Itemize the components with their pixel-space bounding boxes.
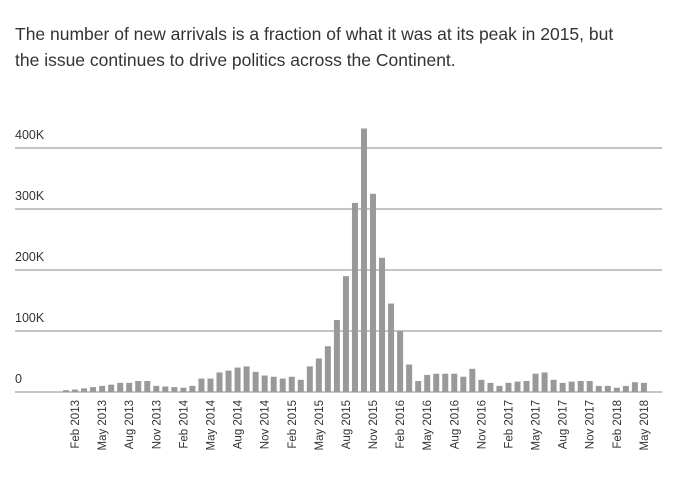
x-tick-label: May 2013 (97, 400, 109, 451)
bar (379, 257, 386, 392)
bar (523, 381, 530, 392)
x-tick-label: Aug 2017 (558, 400, 570, 449)
bar (433, 373, 440, 392)
x-tick-label: May 2014 (205, 399, 217, 450)
bar (198, 378, 205, 392)
bar (261, 375, 268, 392)
bar (306, 366, 313, 392)
bar (469, 368, 476, 392)
bar (351, 202, 358, 392)
bar (288, 376, 295, 392)
bar (559, 382, 566, 392)
bar (604, 385, 611, 392)
x-tick-label: Feb 2017 (503, 400, 515, 449)
bar (144, 381, 151, 392)
bar (171, 387, 178, 392)
x-tick-label: Nov 2016 (476, 400, 488, 449)
bar (388, 303, 395, 392)
x-tick-label: Feb 2014 (178, 399, 190, 448)
bar (442, 373, 449, 392)
x-tick-label: Feb 2015 (287, 400, 299, 449)
bar (622, 385, 629, 392)
bar (586, 381, 593, 392)
chart-title: The number of new arrivals is a fraction… (15, 24, 613, 44)
bar (324, 346, 331, 392)
bar (460, 376, 467, 392)
bar (577, 381, 584, 392)
chart-title: the issue continues to drive politics ac… (15, 50, 456, 70)
bar (270, 376, 277, 392)
bar (153, 385, 160, 392)
bar (541, 372, 548, 392)
x-tick-label: Feb 2016 (395, 400, 407, 449)
x-tick-label: May 2016 (422, 400, 434, 451)
bar (333, 320, 340, 392)
bar (189, 385, 196, 392)
bar (135, 381, 142, 392)
x-tick-label: Feb 2013 (70, 400, 82, 449)
x-tick-label: Aug 2013 (124, 400, 136, 449)
bar (315, 358, 322, 392)
bar (487, 382, 494, 392)
y-tick-label: 200K (15, 250, 45, 264)
bar (360, 128, 367, 393)
bar (451, 373, 458, 392)
bar (496, 385, 503, 392)
x-tick-label: Aug 2015 (341, 400, 353, 449)
bar (613, 387, 620, 392)
bar (279, 378, 286, 392)
x-tick-label: May 2017 (531, 400, 543, 451)
bar (424, 374, 431, 392)
bar (505, 382, 512, 392)
bar (252, 371, 259, 392)
bar (595, 385, 602, 392)
bar (225, 370, 232, 392)
bar (126, 382, 133, 392)
x-tick-label: Nov 2014 (260, 399, 272, 449)
bar (99, 385, 106, 392)
bar (568, 381, 575, 392)
bar (478, 379, 485, 392)
bar (370, 193, 377, 392)
y-tick-label: 100K (15, 311, 45, 325)
bar (631, 382, 638, 392)
bar (514, 381, 521, 392)
x-tick-label: Aug 2014 (233, 399, 245, 449)
x-tick-label: Nov 2017 (585, 400, 597, 449)
y-tick-label: 400K (15, 128, 45, 142)
bar (397, 331, 404, 392)
x-tick-label: Aug 2016 (449, 400, 461, 449)
bar (72, 389, 79, 392)
bar (234, 367, 241, 392)
bar (297, 379, 304, 392)
bar (108, 384, 115, 392)
bar (162, 386, 169, 392)
bar (90, 387, 97, 392)
bar (243, 366, 250, 392)
x-tick-label: Feb 2018 (612, 400, 624, 449)
x-tick-label: Nov 2015 (368, 400, 380, 449)
bar (63, 390, 69, 392)
x-tick-label: May 2018 (639, 400, 651, 451)
bar (180, 387, 187, 392)
bar (216, 372, 223, 392)
bar (415, 381, 422, 392)
y-tick-label: 0 (15, 372, 22, 386)
x-tick-label: May 2015 (314, 400, 326, 451)
x-tick-label: Nov 2013 (151, 400, 163, 449)
bar (532, 373, 539, 392)
bar (550, 379, 557, 392)
y-tick-label: 300K (15, 189, 45, 203)
bar (406, 364, 413, 392)
bar (640, 382, 647, 392)
bar (342, 276, 349, 392)
bar (81, 388, 88, 392)
bar (117, 382, 124, 392)
bar (207, 378, 214, 392)
